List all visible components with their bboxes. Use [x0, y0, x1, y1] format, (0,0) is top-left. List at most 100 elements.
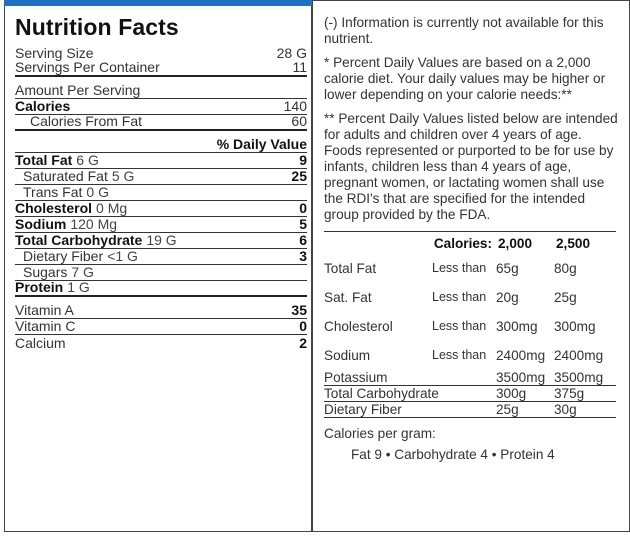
calorie-table-header-2000: 2,000 — [498, 235, 533, 251]
note-listed: ** Percent Daily Values listed below are… — [324, 111, 618, 222]
nutrient-row-protein: Protein 1 G — [15, 278, 307, 297]
calorie-table-value-2000: 65g — [496, 261, 519, 276]
calorie-table-header: Calories: 2,000 2,500 — [324, 232, 616, 254]
calories-from-fat-value: 60 — [291, 112, 307, 129]
nutrient-amount: 120 Mg — [70, 215, 118, 232]
calorie-table-row: Dietary Fiber 25g 30g — [324, 402, 616, 418]
calorie-table-value-2000: 300mg — [496, 319, 538, 334]
calorie-table-row-name: Total Fat — [324, 261, 377, 276]
nutrition-facts-panel: Nutrition Facts Serving Size 28 G Servin… — [4, 0, 313, 532]
calorie-table-value-2000: 3500mg — [496, 370, 546, 385]
nutrient-amount: 6 G — [76, 151, 99, 168]
calorie-table-row-name: Total Carbohydrate — [324, 386, 439, 401]
amount-per-serving-label: Amount Per Serving — [15, 81, 141, 98]
calorie-table-value-2500: 3500mg — [554, 370, 604, 385]
nutrient-row-total-fat: Total Fat 6 G 9 — [15, 151, 307, 169]
calorie-table-row-name: Dietary Fiber — [324, 402, 402, 417]
nutrient-pct: 5 — [299, 215, 307, 232]
nutrient-label: Total Carbohydrate — [15, 231, 143, 248]
calorie-table-header-2500: 2,500 — [556, 235, 591, 251]
calorie-table-row-name: Cholesterol — [324, 319, 393, 334]
daily-value-header: % Daily Value — [216, 135, 307, 152]
calories-per-gram-label: Calories per gram: — [324, 426, 436, 441]
nutrient-label: Sugars — [23, 263, 68, 280]
calories-value: 140 — [283, 97, 307, 114]
serving-size-label: Serving Size — [15, 44, 94, 61]
nutrient-label: Cholesterol — [15, 199, 93, 216]
calorie-table-value-2500: 30g — [554, 402, 577, 417]
nutrient-row-sugars: Sugars 7 G — [15, 263, 307, 281]
less-than-label: Less than — [432, 347, 487, 362]
servings-per-container-value: 11 — [292, 58, 307, 75]
nutrient-amount: 0 Mg — [96, 199, 128, 216]
nutrient-row-saturated-fat: Saturated Fat 5 G 25 — [15, 167, 307, 185]
calorie-table-row-name: Sodium — [324, 348, 371, 363]
nutrient-label: Saturated Fat — [23, 167, 108, 184]
nutrient-pct: 6 — [299, 231, 307, 248]
calories-row: Calories 140 — [15, 97, 307, 115]
serving-size-row: Serving Size 28 G — [15, 45, 307, 61]
calorie-table-row: Potassium 3500mg 3500mg — [324, 370, 616, 386]
nutrient-amount: 7 G — [71, 263, 94, 280]
calorie-table-value-2500: 375g — [554, 386, 585, 401]
accent-bar — [4, 0, 313, 6]
calorie-reference-table: Calories: 2,000 2,500 Total Fat Less tha… — [324, 231, 616, 418]
vitamin-row-a: Vitamin A 35 — [15, 301, 307, 319]
vitamin-label: Calcium — [15, 334, 66, 351]
daily-value-header-row: % Daily Value — [15, 135, 307, 153]
less-than-label: Less than — [432, 318, 487, 333]
calories-label: Calories — [15, 97, 71, 114]
calories-from-fat-row: Calories From Fat 60 — [15, 112, 307, 131]
nutrient-amount: 0 G — [86, 183, 109, 200]
amount-per-serving-row: Amount Per Serving — [15, 81, 307, 99]
calorie-table-row: Total Fat Less than 65g 80g — [324, 254, 616, 283]
calorie-table-value-2000: 25g — [496, 402, 519, 417]
less-than-label: Less than — [432, 260, 487, 275]
calorie-table-row: Sat. Fat Less than 20g 25g — [324, 283, 616, 312]
nutrient-row-sodium: Sodium 120 Mg 5 — [15, 215, 307, 233]
nutrient-amount: <1 G — [107, 247, 138, 264]
vitamin-pct: 0 — [299, 317, 307, 334]
nutrient-amount: 1 G — [67, 278, 90, 295]
nutrient-label: Total Fat — [15, 151, 73, 168]
vitamin-row-calcium: Calcium 2 — [15, 335, 307, 351]
serving-size-value: 28 G — [276, 44, 307, 61]
vitamin-row-c: Vitamin C 0 — [15, 317, 307, 335]
nutrient-row-trans-fat: Trans Fat 0 G — [15, 183, 307, 201]
calorie-table-row: Sodium Less than 2400mg 2400mg — [324, 341, 616, 370]
calorie-table-value-2000: 300g — [496, 386, 527, 401]
calorie-table-row: Total Carbohydrate 300g 375g — [324, 386, 616, 402]
note-unavailable: (-) Information is currently not availab… — [324, 15, 604, 46]
calorie-table-row: Cholesterol Less than 300mg 300mg — [324, 312, 616, 341]
calorie-table-row-name: Potassium — [324, 370, 388, 385]
calories-per-gram-values: Fat 9 • Carbohydrate 4 • Protein 4 — [351, 447, 555, 462]
calorie-table-value-2000: 2400mg — [496, 348, 546, 363]
vitamin-pct: 2 — [299, 334, 307, 351]
nutrient-pct: 25 — [291, 167, 307, 184]
calories-from-fat-label: Calories From Fat — [30, 112, 143, 129]
nutrient-label: Protein — [15, 278, 64, 295]
servings-per-container-row: Servings Per Container 11 — [15, 58, 307, 77]
nutrient-label: Sodium — [15, 215, 67, 232]
servings-per-container-label: Servings Per Container — [15, 58, 160, 75]
nutrient-pct: 3 — [299, 247, 307, 264]
calorie-table-value-2500: 80g — [554, 261, 577, 276]
nutrient-pct: 9 — [299, 151, 307, 168]
calorie-table-value-2500: 2400mg — [554, 348, 604, 363]
calorie-table-row-name: Sat. Fat — [324, 290, 372, 305]
nutrient-label: Trans Fat — [23, 183, 83, 200]
nutrient-row-total-carbohydrate: Total Carbohydrate 19 G 6 — [15, 231, 307, 249]
note-percent: * Percent Daily Values are based on a 2,… — [324, 55, 606, 102]
nutrient-amount: 19 G — [146, 231, 177, 248]
vitamin-pct: 35 — [291, 301, 307, 318]
nutrient-pct: 0 — [299, 199, 307, 216]
calorie-table-value-2000: 20g — [496, 290, 519, 305]
daily-values-notes-panel: (-) Information is currently not availab… — [312, 0, 630, 532]
calorie-table-value-2500: 300mg — [554, 319, 596, 334]
calorie-table-value-2500: 25g — [554, 290, 577, 305]
nutrient-row-cholesterol: Cholesterol 0 Mg 0 — [15, 199, 307, 217]
less-than-label: Less than — [432, 289, 487, 304]
panel-title: Nutrition Facts — [15, 14, 179, 40]
vitamin-label: Vitamin C — [15, 317, 76, 334]
nutrient-row-dietary-fiber: Dietary Fiber <1 G 3 — [15, 247, 307, 265]
